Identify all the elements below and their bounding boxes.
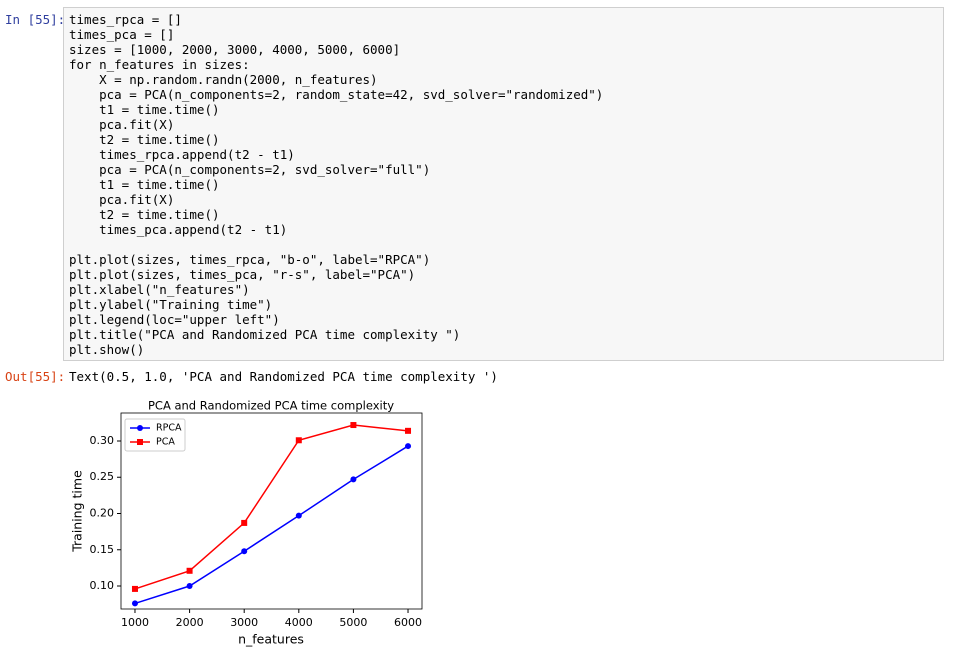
- marker: [350, 422, 357, 429]
- marker: [186, 583, 193, 590]
- code-cell[interactable]: times_rpca = [] times_pca = [] sizes = [10…: [63, 7, 944, 361]
- code-line: X = np.random.randn(2000, n_features): [69, 72, 378, 87]
- code-line: plt.xlabel("n_features"): [69, 282, 250, 297]
- x-tick-label: 6000: [394, 616, 422, 629]
- code-line: plt.legend(loc="upper left"): [69, 312, 280, 327]
- code-line: times_pca.append(t2 - t1): [69, 222, 288, 237]
- marker: [241, 548, 248, 555]
- marker: [295, 512, 302, 519]
- x-tick-label: 2000: [176, 616, 204, 629]
- x-tick-label: 3000: [230, 616, 258, 629]
- code-block: times_rpca = [] times_pca = [] sizes = [10…: [69, 12, 603, 237]
- code-line: pca = PCA(n_components=2, random_state=4…: [69, 87, 604, 102]
- code-line: for n_features in sizes:: [69, 57, 250, 72]
- input-prompt: In [55]:: [5, 12, 66, 27]
- output-prompt: Out[55]:: [5, 369, 66, 384]
- output-text: Text(0.5, 1.0, 'PCA and Randomized PCA t…: [69, 369, 498, 384]
- x-tick-label: 4000: [285, 616, 313, 629]
- code-line: times_pca = []: [69, 27, 175, 42]
- code-line: plt.title("PCA and Randomized PCA time c…: [69, 327, 461, 342]
- y-tick-label: 0.10: [90, 579, 115, 592]
- legend-label: RPCA: [156, 423, 182, 434]
- code-line: times_rpca = []: [69, 12, 182, 27]
- marker: [186, 567, 193, 574]
- legend-marker: [137, 425, 143, 431]
- code-line: plt.show(): [69, 342, 145, 357]
- series-line: [134, 424, 409, 590]
- y-axis-label: Training time: [70, 470, 85, 553]
- marker: [405, 427, 412, 434]
- code-line: plt.ylabel("Training time"): [69, 297, 273, 312]
- y-tick-label: 0.20: [90, 507, 115, 520]
- marker: [350, 476, 357, 483]
- code-line: plt.plot(sizes, times_pca, "r-s", label=…: [69, 267, 416, 282]
- marker: [405, 443, 412, 450]
- legend-marker: [137, 439, 143, 445]
- marker: [241, 519, 248, 526]
- code-line: times_rpca.append(t2 - t1): [69, 147, 295, 162]
- y-tick-label: 0.15: [90, 543, 115, 556]
- x-tick-label: 5000: [339, 616, 367, 629]
- code-line: plt.plot(sizes, times_rpca, "b-o", label…: [69, 252, 431, 267]
- code-line: t1 = time.time(): [69, 102, 220, 117]
- marker: [131, 600, 138, 607]
- code-line: t2 = time.time(): [69, 132, 220, 147]
- code-line: pca.fit(X): [69, 192, 175, 207]
- x-axis-label: n_features: [238, 632, 304, 647]
- code-line: pca.fit(X): [69, 117, 175, 132]
- series-line: [134, 445, 409, 605]
- code-line: t2 = time.time(): [69, 207, 220, 222]
- legend-label: PCA: [156, 437, 175, 448]
- code-line: sizes = [1000, 2000, 3000, 4000, 5000, 6…: [69, 42, 401, 57]
- y-tick-label: 0.30: [90, 434, 115, 447]
- chart-title: PCA and Randomized PCA time complexity: [148, 399, 394, 413]
- marker: [295, 437, 302, 444]
- code-line: pca = PCA(n_components=2, svd_solver="fu…: [69, 162, 431, 177]
- y-tick-label: 0.25: [90, 470, 115, 483]
- x-tick-label: 1000: [121, 616, 149, 629]
- code-line: t1 = time.time(): [69, 177, 220, 192]
- marker: [131, 585, 138, 592]
- code-block: plt.plot(sizes, times_rpca, "b-o", label…: [69, 252, 460, 357]
